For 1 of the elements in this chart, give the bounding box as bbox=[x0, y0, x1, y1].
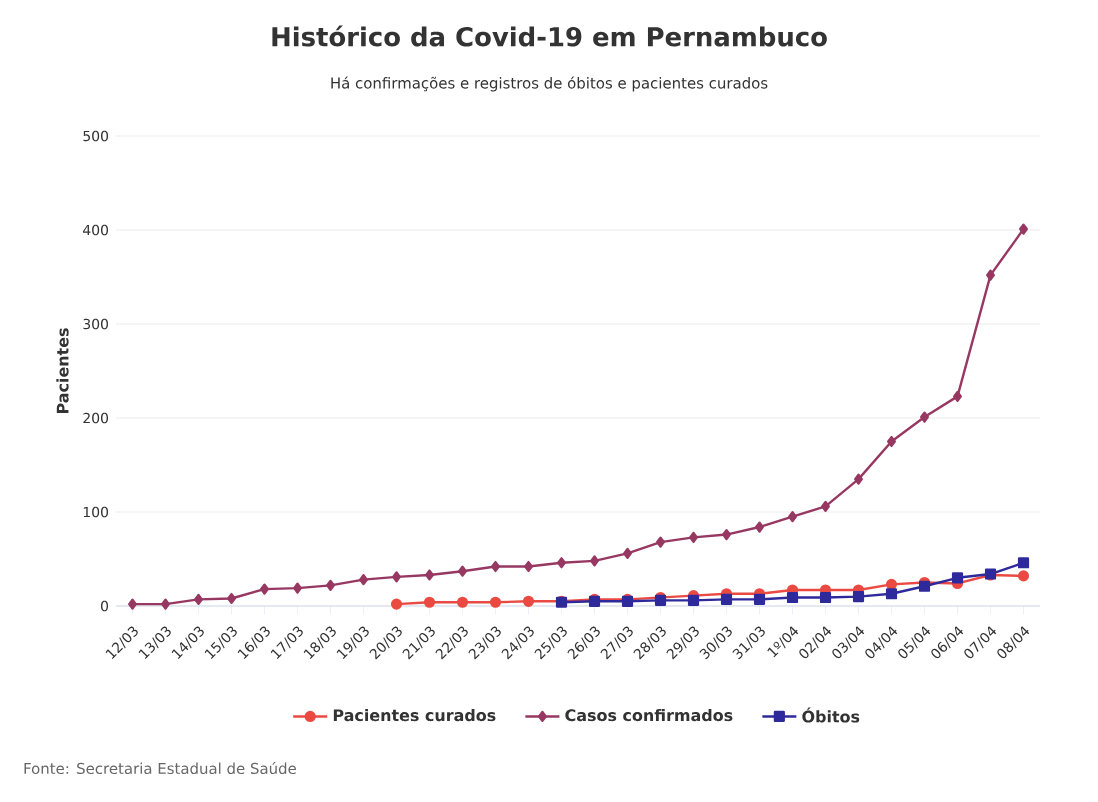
chart-title: Histórico da Covid-19 em Pernambuco bbox=[272, 25, 827, 47]
